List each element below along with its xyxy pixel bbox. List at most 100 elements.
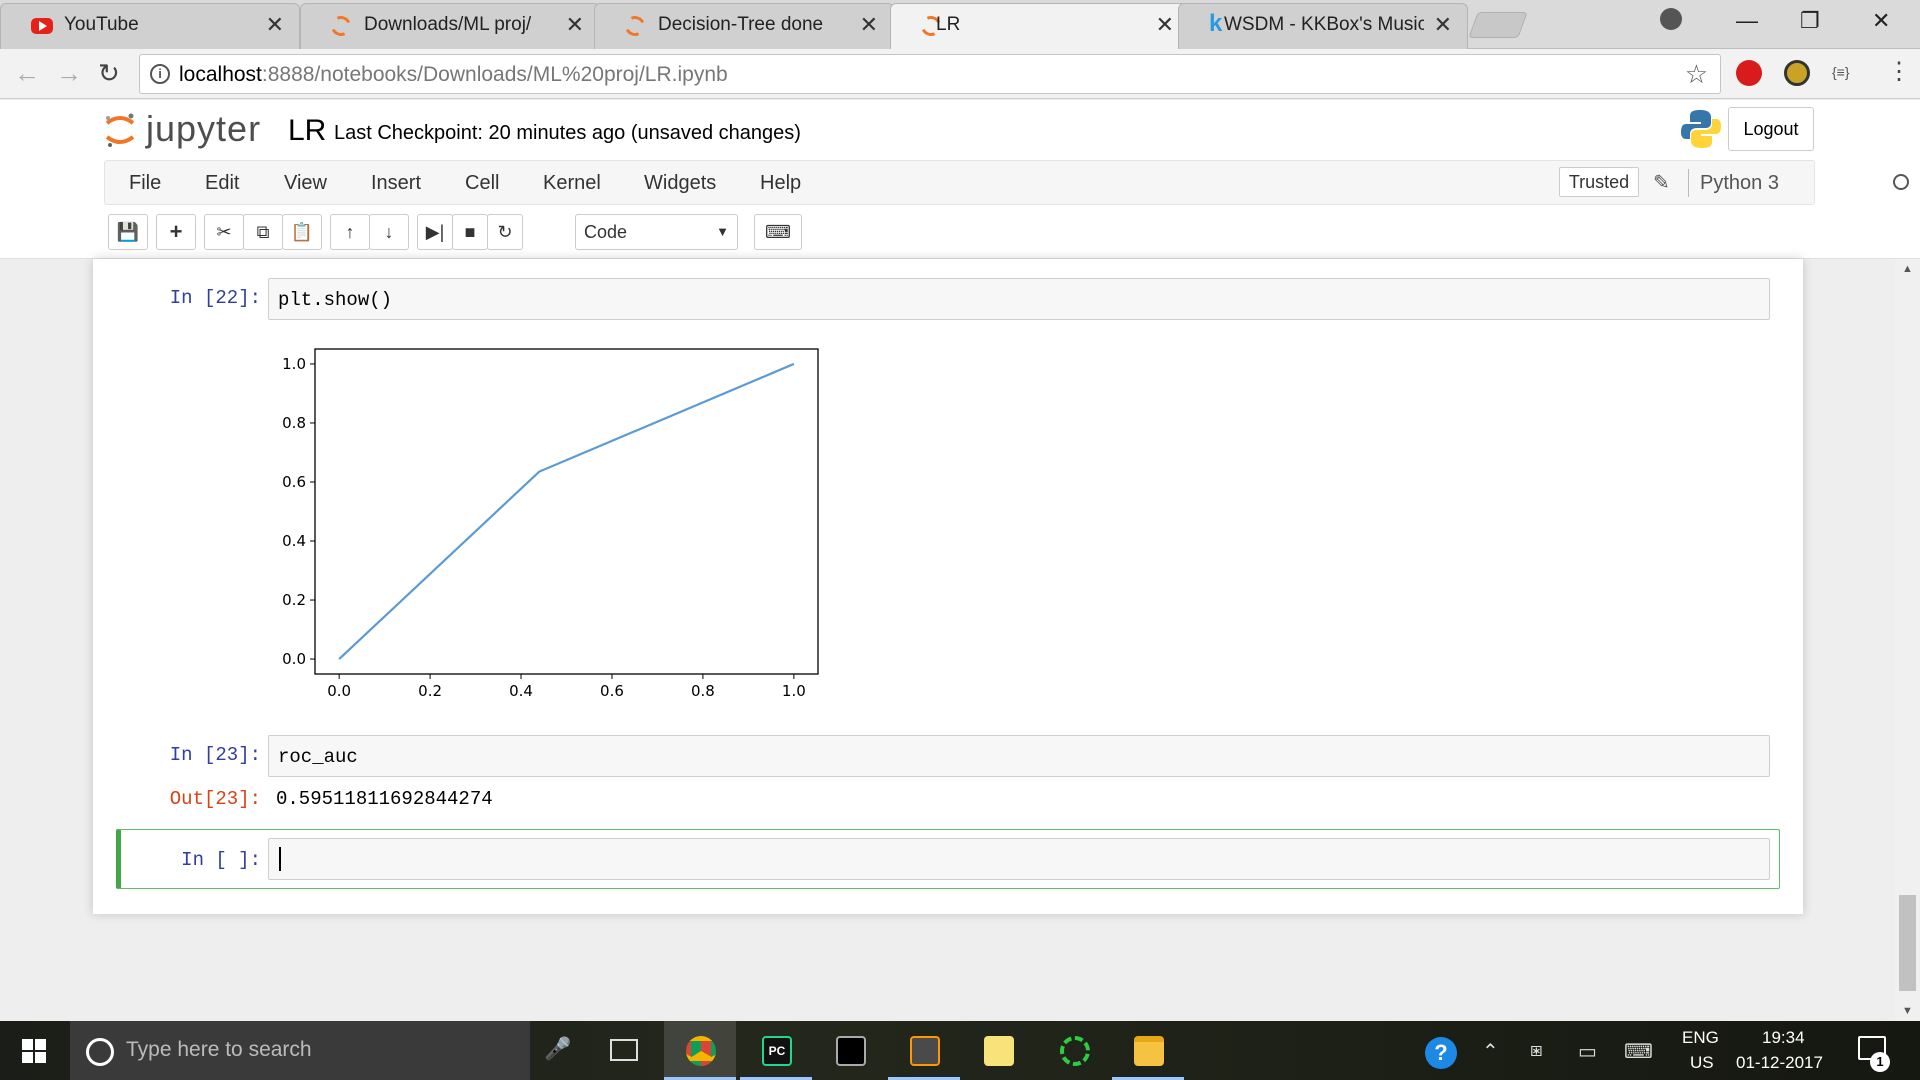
close-icon[interactable]: ✕ [565, 12, 584, 37]
tab-downloads[interactable]: Downloads/ML proj/ ✕ [300, 3, 600, 49]
menu-edit[interactable]: Edit [205, 172, 240, 194]
close-icon[interactable]: ✕ [265, 12, 284, 37]
move-down-button[interactable]: ↓ [369, 214, 409, 250]
menu-insert[interactable]: Insert [371, 172, 422, 194]
input-language[interactable]: ENG [1682, 1028, 1719, 1047]
insert-cell-button[interactable]: + [156, 214, 196, 250]
code-cell-input[interactable]: roc_auc [268, 735, 1770, 777]
tab-title: YouTube [64, 14, 139, 35]
close-icon[interactable]: ✕ [1433, 12, 1452, 37]
logout-button[interactable]: Logout [1728, 107, 1814, 151]
taskbar-search-box[interactable]: Type here to search 🎤 [70, 1021, 571, 1080]
keyboard-shortcuts-icon[interactable]: ⌨ [754, 214, 802, 250]
menu-help[interactable]: Help [760, 172, 802, 194]
jupyter-icon [622, 13, 648, 39]
notebook-menubar: File Edit View Insert Cell Kernel Widget… [104, 160, 1909, 205]
input-region[interactable]: US [1690, 1053, 1714, 1072]
adblock-extension-icon[interactable] [1736, 60, 1762, 86]
move-up-button[interactable]: ↑ [330, 214, 370, 250]
close-icon[interactable]: ✕ [859, 12, 878, 37]
battery-icon[interactable]: ▭ [1578, 1041, 1597, 1063]
url-host: localhost [179, 63, 262, 86]
save-button[interactable]: 💾 [108, 214, 148, 250]
input-prompt: In [23]: [169, 744, 261, 766]
json-extension-icon[interactable]: {≡} [1832, 64, 1850, 80]
tab-title: LR [936, 14, 961, 35]
restore-icon[interactable]: ❐ [1800, 8, 1820, 33]
new-tab-button[interactable] [1468, 12, 1528, 38]
tab-decision-tree[interactable]: Decision-Tree done ✕ [594, 3, 894, 49]
cut-button[interactable]: ✂ [204, 214, 244, 250]
cell-type-select[interactable]: Code ▼ [575, 214, 738, 250]
copy-button[interactable]: ⧉ [243, 214, 283, 250]
menu-cell[interactable]: Cell [465, 172, 500, 194]
y-tick-label: 0.6 [282, 473, 306, 491]
page-scrollbar[interactable]: ▲ ▼ [1895, 259, 1920, 1021]
kernel-name[interactable]: Python 3 [1700, 172, 1779, 194]
wifi-icon[interactable]: ⧆ [1530, 1039, 1543, 1061]
selected-cell[interactable] [116, 829, 1780, 889]
youtube-icon [31, 18, 53, 34]
jupyter-logo[interactable]: jupyter [104, 108, 284, 152]
jupyter-header: jupyter LR Last Checkpoint: 20 minutes a… [0, 100, 1920, 259]
paste-button[interactable]: 📋 [282, 214, 322, 250]
sticky-notes-icon [984, 1036, 1014, 1066]
windows-start-icon[interactable] [22, 1039, 46, 1063]
menu-view[interactable]: View [284, 172, 327, 194]
menu-widgets[interactable]: Widgets [644, 172, 717, 194]
profile-icon[interactable] [1660, 8, 1682, 30]
tab-title: Downloads/ML proj/ [364, 14, 532, 35]
keyboard-icon[interactable]: ⌨ [1624, 1041, 1653, 1063]
terminal-taskbar-app[interactable] [814, 1021, 886, 1080]
minimize-icon[interactable]: — [1736, 8, 1758, 33]
trusted-badge[interactable]: Trusted [1559, 167, 1639, 197]
interrupt-button[interactable]: ■ [452, 214, 488, 250]
scroll-up-icon[interactable]: ▲ [1902, 263, 1913, 275]
info-icon[interactable]: i [150, 64, 170, 84]
address-bar[interactable]: i localhost:8888/notebooks/Downloads/ML%… [139, 54, 1721, 94]
pencil-icon[interactable]: ✎ [1653, 172, 1670, 194]
tab-wsdm[interactable]: k WSDM - KKBox's Music R ✕ [1178, 3, 1468, 49]
code-cell-input[interactable]: plt.show() [268, 278, 1770, 320]
code-cell-input-active[interactable] [268, 838, 1770, 880]
microphone-icon[interactable]: 🎤 [544, 1036, 572, 1061]
notification-count: 1 [1870, 1052, 1890, 1072]
cell-type-value: Code [584, 222, 628, 242]
kernel-idle-icon [1893, 174, 1909, 190]
tab-title: WSDM - KKBox's Music R [1224, 14, 1424, 35]
reload-icon[interactable]: ↻ [98, 58, 120, 88]
sticky-notes-taskbar-app[interactable] [962, 1021, 1034, 1080]
sublime-taskbar-app[interactable] [888, 1021, 960, 1080]
tab-youtube[interactable]: YouTube ✕ [0, 3, 300, 49]
clock-time[interactable]: 19:34 [1762, 1028, 1805, 1047]
python-logo-icon [1681, 110, 1721, 148]
more-menu-icon[interactable]: ⋮ [1887, 58, 1911, 85]
menu-kernel[interactable]: Kernel [543, 172, 601, 194]
chevron-up-icon[interactable]: ⌃ [1482, 1041, 1499, 1063]
scroll-thumb[interactable] [1899, 895, 1916, 991]
bookmark-star-icon[interactable]: ☆ [1684, 59, 1708, 89]
chrome-taskbar-app[interactable] [664, 1021, 736, 1080]
clock-date[interactable]: 01-12-2017 [1736, 1053, 1823, 1072]
window-close-icon[interactable]: ✕ [1872, 8, 1891, 33]
notebook-name[interactable]: LR [288, 114, 327, 147]
circle-app-taskbar-app[interactable] [1038, 1021, 1110, 1080]
run-button[interactable]: ▶| [417, 214, 453, 250]
help-icon[interactable]: ? [1425, 1037, 1457, 1069]
file-explorer-taskbar-app[interactable] [1112, 1021, 1184, 1080]
close-icon[interactable]: ✕ [1155, 12, 1174, 37]
pycharm-taskbar-app[interactable]: PC [740, 1021, 812, 1080]
forward-icon[interactable]: → [56, 58, 82, 88]
tab-title: Decision-Tree done [658, 14, 824, 35]
menu-file[interactable]: File [129, 172, 162, 194]
chart-marks: 0.0 0.2 0.4 0.6 0.8 1.0 0.0 0.2 0.4 0.6 0.8 1.0 [282, 355, 806, 700]
tab-lr[interactable]: LR ✕ [890, 3, 1190, 50]
task-view-icon[interactable] [610, 1039, 638, 1061]
checkpoint-status: Last Checkpoint: 20 minutes ago (unsaved… [334, 122, 801, 144]
back-icon[interactable]: ← [14, 58, 40, 88]
notebook-toolbar: 💾 + ✂ ⧉ 📋 ↑ ↓ ▶| ■ ↻ Code ▼ ⌨ [104, 210, 804, 250]
extension-icon[interactable] [1784, 60, 1810, 86]
scroll-down-icon[interactable]: ▼ [1902, 1005, 1913, 1017]
y-tick-label: 0.4 [282, 532, 306, 550]
restart-button[interactable]: ↻ [487, 214, 523, 250]
